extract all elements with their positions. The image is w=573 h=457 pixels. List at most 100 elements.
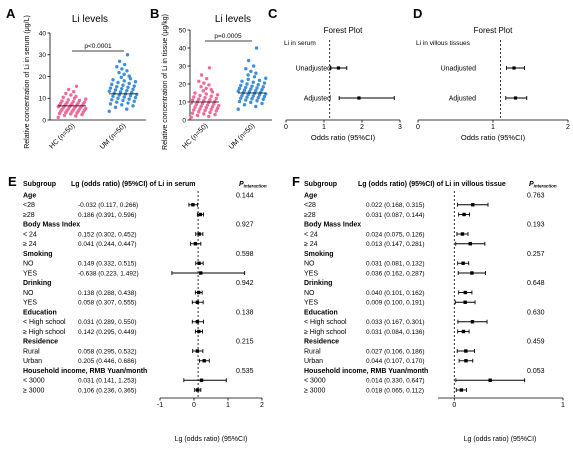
data-point [245, 82, 249, 86]
data-point [120, 86, 124, 91]
data-point [256, 83, 260, 87]
data-point [60, 99, 64, 103]
row-estimate-text: 0.014 (0.330, 0.647) [366, 378, 425, 385]
data-point [201, 89, 206, 93]
point-estimate [357, 96, 361, 100]
data-point [120, 103, 124, 107]
data-point [107, 89, 111, 93]
row-label: < High school [304, 319, 347, 326]
data-point [262, 81, 267, 85]
row-label: YES [304, 270, 318, 277]
row-label: ≥28 [23, 212, 35, 219]
data-point [246, 73, 250, 77]
row-label: ≥ 24 [23, 241, 37, 248]
interaction-p-value: 0.630 [527, 309, 545, 316]
point-estimate [461, 261, 465, 265]
data-point [207, 114, 211, 119]
x-tick-label: 0 [416, 124, 420, 131]
data-point [130, 90, 134, 95]
group-label: Household income, RMB Yuan/month [23, 368, 147, 375]
point-estimate [513, 96, 518, 100]
data-point [122, 95, 126, 99]
data-point [199, 85, 203, 89]
data-point [126, 101, 130, 105]
data-point [192, 108, 196, 112]
row-estimate-text: -0.638 (0.223, 1.492) [78, 270, 139, 277]
interaction-p-value: 0.927 [236, 222, 254, 229]
data-point [202, 99, 206, 103]
row-label: Rural [23, 348, 40, 355]
data-point [198, 93, 202, 98]
data-point [131, 104, 135, 108]
interaction-p-value: 0.648 [527, 280, 545, 287]
point-estimate [470, 320, 475, 324]
data-point [108, 102, 113, 106]
data-point [237, 86, 242, 91]
data-point [110, 98, 114, 102]
data-point [135, 92, 139, 97]
row-estimate-text: 0.018 (0.065, 0.112) [366, 387, 424, 394]
interaction-p-value: 0.763 [527, 192, 545, 199]
data-point [244, 85, 248, 90]
y-tick-label: 40 [39, 30, 47, 37]
row-estimate-text: 0.106 (0.236, 0.365) [78, 387, 137, 394]
row-label: ≥ High school [23, 329, 66, 336]
point-estimate [336, 66, 341, 70]
data-point [127, 97, 131, 101]
row-estimate-text: 0.024 (0.075, 0.126) [366, 231, 425, 238]
row-label: <28 [304, 202, 316, 209]
data-point [115, 85, 119, 89]
data-point [264, 76, 268, 80]
interaction-p-value: 0.257 [527, 251, 545, 258]
row-label: <28 [23, 202, 35, 209]
point-estimate [195, 300, 200, 304]
interaction-p-value: 0.053 [527, 368, 545, 375]
point-estimate [198, 212, 203, 217]
data-point [244, 67, 248, 71]
point-estimate [195, 320, 200, 324]
panel-f-header-effect: Lg (odds ratio) (95%CI) of Li in villous… [358, 181, 506, 188]
point-estimate [193, 242, 198, 246]
group-label: Education [23, 309, 57, 316]
panel-d-subtitle: Li in villous tissues [416, 40, 471, 47]
row-estimate-text: 0.205 (0.446, 0.686) [78, 358, 137, 365]
data-point [209, 88, 213, 92]
data-point [209, 107, 213, 112]
data-point [207, 66, 212, 70]
data-point [119, 75, 124, 80]
data-point [246, 92, 250, 97]
interaction-p-value: 0.215 [236, 339, 254, 346]
interaction-p-value: 0.598 [236, 251, 254, 258]
data-point [190, 98, 195, 102]
data-point [190, 111, 195, 115]
row-label: Rural [304, 348, 321, 355]
x-tick-label: 1 [491, 124, 495, 131]
x-tick-label: 2 [260, 402, 264, 409]
data-point [200, 101, 205, 106]
row-label: < 3000 [304, 378, 326, 385]
point-estimate [191, 203, 195, 207]
panel-f-header-subgroup: Subgroup [304, 181, 337, 188]
data-point [131, 87, 135, 92]
point-estimate [195, 388, 200, 392]
data-point [192, 95, 196, 99]
data-point [77, 98, 82, 103]
data-point [254, 71, 258, 75]
row-label: YES [23, 300, 37, 307]
data-point [204, 92, 208, 96]
data-point [246, 77, 250, 82]
row-estimate-text: 0.044 (0.107, 0.170) [366, 358, 425, 365]
group-label: Body Mass Index [23, 222, 80, 229]
point-estimate [196, 290, 201, 295]
x-tick-label: 2 [360, 124, 364, 131]
panel-f: Subgroup Lg (odds ratio) (95%CI) of Li i… [304, 181, 565, 443]
row-label: Unadjusted [296, 65, 332, 72]
y-tick-label: 50 [179, 27, 187, 34]
panel-a: Li levels p<0.0001 Relative concentratio… [24, 14, 146, 151]
data-point [261, 97, 265, 102]
x-category-label: UM (n=50) [99, 122, 127, 150]
data-point [116, 96, 120, 100]
data-point [133, 95, 138, 100]
panel-b: Li levels p=0.0005 Relative concentratio… [162, 14, 272, 151]
